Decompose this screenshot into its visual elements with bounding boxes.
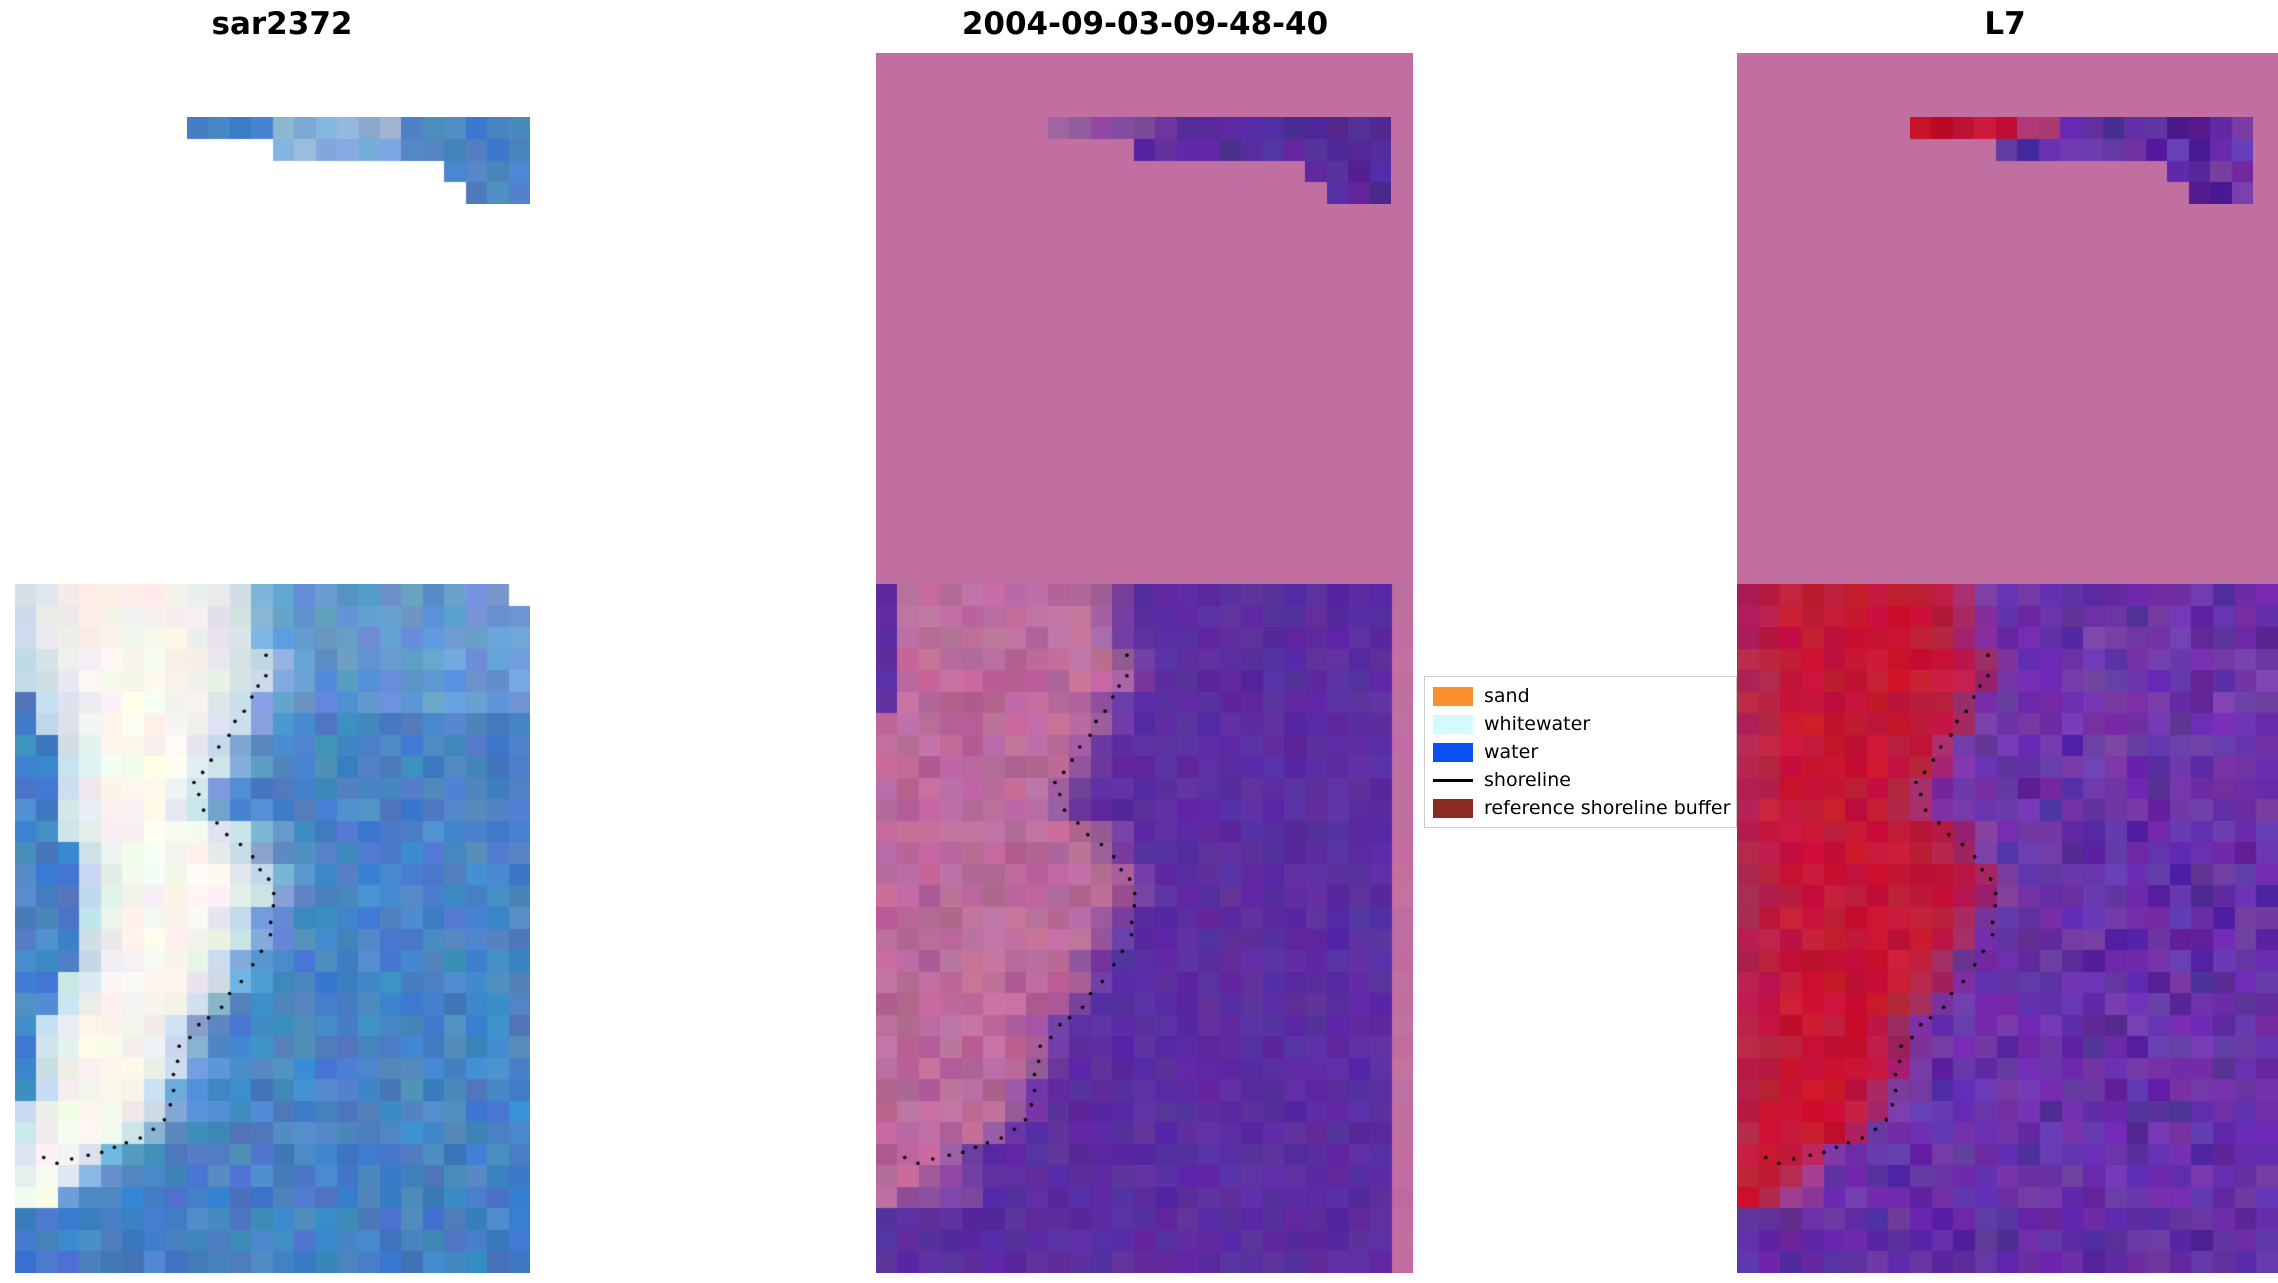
legend-item-reference-buffer: reference shoreline buffer — [1433, 794, 1736, 822]
panel-title-date: 2004-09-03-09-48-40 — [961, 6, 1329, 42]
legend-item-sand: sand — [1433, 682, 1736, 710]
legend-label-water: water — [1484, 741, 1539, 763]
panel-title-sar2372: sar2372 — [211, 6, 353, 42]
sand-swatch — [1433, 686, 1473, 706]
legend-label-whitewater: whitewater — [1484, 713, 1591, 735]
water-swatch — [1433, 742, 1473, 762]
sar-top-strip-image — [187, 117, 530, 204]
classified-top-strip-image — [1048, 117, 1391, 204]
legend-item-water: water — [1433, 738, 1736, 766]
legend-label-shoreline: shoreline — [1484, 769, 1571, 791]
legend-item-whitewater: whitewater — [1433, 710, 1736, 738]
legend-label-sand: sand — [1484, 685, 1530, 707]
classified-lower-image — [876, 584, 1413, 1273]
legend-item-shoreline: shoreline — [1433, 766, 1736, 794]
legend-label-reference-buffer: reference shoreline buffer — [1484, 797, 1731, 819]
l7-top-strip-image — [1910, 117, 2253, 204]
panel-title-l7: L7 — [1984, 6, 2026, 42]
reference-buffer-swatch — [1433, 798, 1473, 818]
shoreline-line-swatch — [1433, 778, 1473, 782]
whitewater-swatch — [1433, 714, 1473, 734]
l7-lower-image — [1737, 584, 2278, 1273]
legend: sand whitewater water shoreline referenc… — [1424, 676, 1737, 828]
sar-main-image — [15, 584, 530, 1273]
